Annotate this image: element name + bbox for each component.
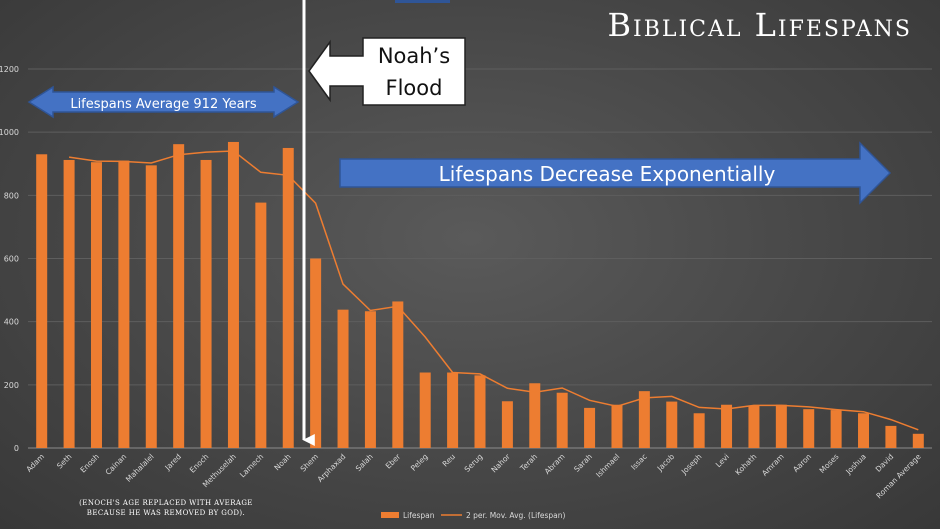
flood-label-line1: Noah’s [378, 44, 450, 68]
flood-callout-shape [308, 37, 466, 106]
early-lifespans-label: Lifespans Average 912 Years [70, 97, 257, 112]
bar-seth [63, 159, 75, 448]
y-tick-label: 600 [4, 255, 19, 264]
x-tick-label: Moses [818, 452, 841, 475]
x-tick-label: Joseph [679, 452, 704, 477]
x-tick-label: Levi [714, 452, 731, 469]
x-tick-label: Reu [441, 452, 458, 469]
bar-lamech [255, 202, 267, 448]
flood-label-line2: Flood [386, 76, 443, 100]
bar-adam [36, 154, 48, 448]
bar-jacob [666, 401, 678, 448]
bar-salah [364, 311, 376, 448]
legend-line-label: 2 per. Mov. Avg. (Lifespan) [466, 511, 565, 520]
y-axis-ticks: 0 200 400 600 800 1000 1200 [0, 65, 19, 453]
bar-aaron [803, 409, 815, 448]
x-tick-label: Jacob [655, 452, 677, 474]
bar-joshua [858, 413, 870, 448]
bar-enoch [200, 159, 212, 448]
y-tick-label: 1000 [0, 128, 19, 137]
x-tick-label: Ishmael [594, 452, 621, 479]
bar-terah [529, 383, 541, 448]
x-tick-label: Noah [272, 452, 292, 472]
y-tick-label: 1200 [0, 65, 19, 74]
x-tick-label: Jared [162, 452, 183, 473]
bar-mahalalel [145, 165, 157, 448]
moving-average-polyline [68, 150, 919, 431]
x-tick-label: Terah [518, 452, 540, 474]
x-tick-label: Cainan [104, 452, 129, 477]
x-tick-label: Aaron [791, 452, 813, 474]
bar-serug [474, 375, 486, 448]
y-tick-label: 400 [4, 318, 19, 327]
x-tick-label: Eber [384, 451, 403, 470]
legend-bar-label: Lifespan [403, 511, 435, 520]
x-tick-label: Salah [354, 452, 375, 473]
x-tick-label: Abram [543, 452, 567, 476]
bar-eber [392, 301, 404, 448]
bar-amram [775, 404, 787, 448]
x-tick-label: Joshua [843, 452, 868, 477]
x-tick-label: Adam [24, 452, 46, 474]
x-tick-label: Seth [55, 452, 74, 471]
bar-ishmael [611, 404, 623, 448]
bar-methuselah [227, 141, 239, 448]
x-tick-label: Nahor [489, 451, 512, 474]
x-tick-label: Enosh [78, 452, 101, 475]
x-tick-label: Issac [629, 452, 649, 472]
bar-shem [310, 258, 322, 448]
footnote-line1: (Enoch's age replaced with average [79, 499, 253, 507]
legend-bar-swatch [381, 512, 399, 518]
x-tick-label: Amram [760, 452, 786, 478]
x-tick-label: Peleg [409, 452, 430, 473]
early-lifespans-arrow [27, 85, 300, 119]
y-tick-label: 800 [4, 191, 19, 200]
y-tick-label: 200 [4, 381, 19, 390]
x-tick-label: David [874, 452, 896, 474]
bars [36, 141, 924, 449]
bar-abram [556, 392, 568, 448]
x-tick-label: Kohath [733, 452, 758, 477]
x-tick-label: Lamech [238, 452, 265, 479]
bar-noah [282, 147, 294, 449]
x-tick-label: Sarah [572, 452, 594, 474]
chart-title: Biblical Lifespans [607, 6, 912, 44]
bar-arphaxad [337, 309, 349, 448]
bar-sarah [584, 407, 596, 448]
bar-enosh [90, 162, 102, 448]
y-tick-label: 0 [14, 444, 19, 453]
top-decoration [395, 0, 450, 3]
x-tick-label: Arphaxad [316, 452, 348, 484]
bar-levi [721, 404, 733, 448]
bar-roman-average [912, 433, 924, 448]
footnote-line2: because he was removed by God). [87, 509, 245, 517]
bar-kohath [748, 405, 760, 448]
x-tick-label: Serug [463, 452, 485, 474]
decline-label: Lifespans Decrease Exponentially [439, 162, 776, 186]
bar-moses [830, 410, 842, 448]
bar-nahor [501, 401, 513, 448]
x-tick-label: Mahalalel [124, 452, 156, 484]
bar-peleg [419, 372, 431, 448]
bar-david [885, 425, 897, 448]
bar-issac [638, 391, 650, 448]
x-tick-label: Shem [299, 452, 321, 474]
moving-average-line [68, 150, 919, 431]
bar-joseph [693, 413, 705, 448]
x-tick-label: Enoch [188, 452, 211, 475]
bar-cainan [118, 160, 130, 448]
bar-jared [173, 144, 185, 448]
bar-reu [447, 372, 459, 448]
decline-arrow [339, 141, 892, 205]
